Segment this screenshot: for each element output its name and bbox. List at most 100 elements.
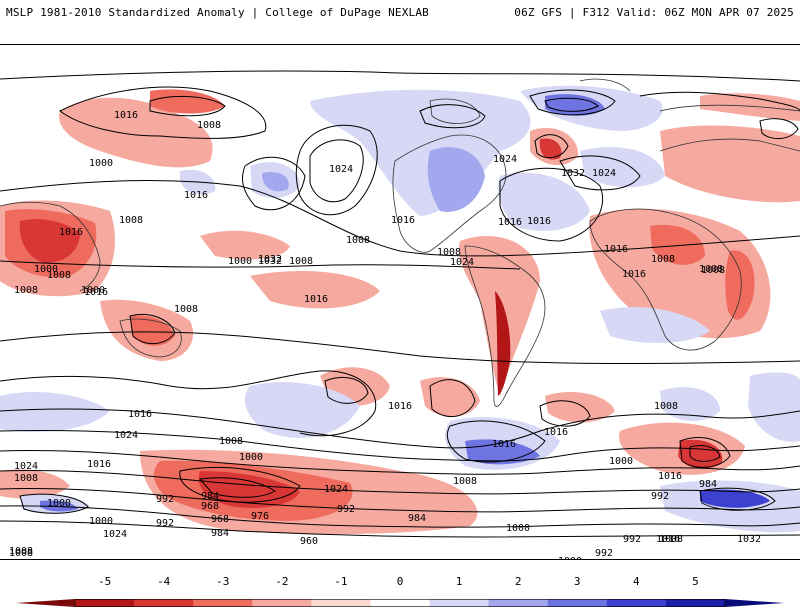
isobar xyxy=(129,314,176,344)
colorbar-segment xyxy=(665,599,726,607)
colorbar-segment xyxy=(311,599,371,607)
isobar xyxy=(295,124,378,216)
isobars xyxy=(0,70,800,538)
contour-label: 968 xyxy=(201,501,219,512)
isobar xyxy=(534,134,569,159)
isobar xyxy=(689,445,721,462)
isobar xyxy=(324,377,369,404)
contour-label: 984 xyxy=(201,491,219,502)
contour-label: 1024 xyxy=(324,484,348,495)
isobar xyxy=(539,400,591,427)
isobar xyxy=(0,469,800,495)
contour-label: 1016 xyxy=(656,534,680,545)
neg-anomaly-area xyxy=(200,230,290,260)
isobar xyxy=(0,505,800,528)
contour-label: 1016 xyxy=(544,427,568,438)
contour-label: 1032 xyxy=(258,256,282,267)
neg-anomaly-area xyxy=(420,377,480,417)
contour-label: 976 xyxy=(251,511,269,522)
contour-label: 1000 xyxy=(81,285,105,296)
colorbar-segment xyxy=(193,599,253,607)
neg-anomaly-area xyxy=(0,469,70,499)
isobar xyxy=(19,493,89,514)
isobar xyxy=(0,487,800,513)
contour-label: 1008 xyxy=(119,215,143,226)
colorbar-tick-label: -4 xyxy=(157,575,171,588)
pos-anomaly-area xyxy=(580,147,665,188)
isobar xyxy=(0,449,800,475)
isobar xyxy=(0,429,800,462)
pos-anomaly-area xyxy=(700,489,770,508)
colorbar-tick-label: 2 xyxy=(514,575,522,588)
contour-label: 984 xyxy=(211,528,229,539)
contour-label: 1016 xyxy=(114,110,138,121)
pos-anomaly-area xyxy=(245,382,360,438)
contour-label: 960 xyxy=(300,536,318,547)
coastlines xyxy=(0,78,800,407)
contour-label: 1016 xyxy=(604,244,628,255)
contour-label: 1016 xyxy=(492,439,516,450)
contour-label: 992 xyxy=(337,504,355,515)
contour-label: 1024 xyxy=(493,154,517,165)
isobar xyxy=(529,89,616,116)
coastline xyxy=(579,78,631,92)
coastline xyxy=(589,208,742,351)
neg-anomaly-area xyxy=(650,224,705,265)
isobar xyxy=(199,477,276,498)
contour-label: 984 xyxy=(408,513,426,524)
contour-label: 1016 xyxy=(84,287,108,298)
contour-label: 1008 xyxy=(9,548,33,559)
contour-label: 1008 xyxy=(197,120,221,131)
isobar xyxy=(699,487,776,511)
contour-label: 1032 xyxy=(258,254,282,265)
neg-anomaly-area xyxy=(545,391,615,423)
pos-anomaly-area xyxy=(498,172,590,231)
neg-anomaly-area xyxy=(400,483,470,513)
coastline xyxy=(0,201,101,292)
isobar xyxy=(0,180,800,257)
isobar xyxy=(0,331,800,364)
isobar xyxy=(179,467,301,503)
neg-anomaly-area xyxy=(150,89,225,114)
isobar xyxy=(0,520,800,538)
isobar xyxy=(446,420,546,463)
neg-anomaly-area xyxy=(700,93,800,121)
contour-label: 1000 xyxy=(228,256,252,267)
neg-anomaly-area xyxy=(495,291,511,396)
coastline xyxy=(464,245,546,407)
contour-label: 968 xyxy=(211,514,229,525)
neg-anomaly-area xyxy=(725,250,755,320)
contour-label: 1016 xyxy=(128,409,152,420)
colorbar-segment xyxy=(606,599,667,607)
contour-label: 992 xyxy=(651,491,669,502)
contour-label: 1008 xyxy=(651,254,675,265)
neg-anomaly-area xyxy=(660,125,800,203)
neg-anomaly-area xyxy=(250,271,380,309)
isobar xyxy=(759,118,799,139)
isobar xyxy=(544,97,599,112)
contour-label: 992 xyxy=(595,548,613,559)
colorbar-tick-label: 5 xyxy=(692,575,699,588)
colorbar-segment xyxy=(724,599,784,607)
contour-label: 1016 xyxy=(304,294,328,305)
contour-label: 984 xyxy=(699,479,717,490)
isobar xyxy=(419,104,486,129)
pos-anomaly-area xyxy=(0,391,110,432)
colorbar-tick-label: 1 xyxy=(455,575,463,588)
neg-anomaly-area xyxy=(19,219,80,263)
contour-label: 1008 xyxy=(174,304,198,315)
colorbar-segment xyxy=(75,599,135,607)
colorbar-segment xyxy=(488,599,549,607)
contour-label: 1016 xyxy=(527,216,551,227)
coastline xyxy=(392,134,507,253)
model-run-info: 06Z GFS | F312 Valid: 06Z MON APR 07 202… xyxy=(514,6,794,19)
contour-label: 1016 xyxy=(498,217,522,228)
contour-label: 1008 xyxy=(701,265,725,276)
contour-label: 1024 xyxy=(329,164,353,175)
contour-label: 992 xyxy=(156,494,174,505)
contour-label: 1000 xyxy=(609,456,633,467)
colorbar-segment xyxy=(547,599,608,607)
isobar xyxy=(679,437,731,468)
contour-label: 1032 xyxy=(737,534,761,545)
contour-labels: 1016 1008 1000 1024 1024 1032 1024 1016 1008 1016… xyxy=(9,110,761,559)
